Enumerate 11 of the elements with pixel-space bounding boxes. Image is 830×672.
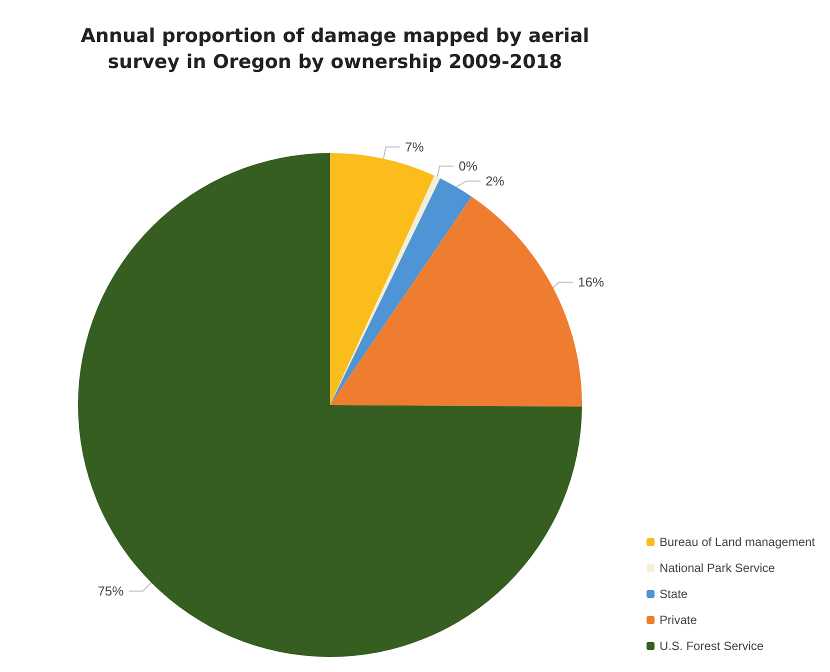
data-label: 2% xyxy=(485,174,505,189)
legend-label: State xyxy=(660,587,688,601)
legend-label: Private xyxy=(660,613,698,627)
data-label: 7% xyxy=(404,140,424,154)
chart-title: Annual proportion of damage mapped by aerial survey in Oregon by ownership 2009-2018 xyxy=(80,25,590,73)
legend-label: U.S. Forest Service xyxy=(660,639,764,653)
legend-label: Bureau of Land management xyxy=(660,535,816,549)
legend-label: National Park Service xyxy=(660,561,776,575)
data-label: 16% xyxy=(578,274,604,290)
data-label: 75% xyxy=(98,584,124,599)
data-label: 0% xyxy=(458,158,478,174)
